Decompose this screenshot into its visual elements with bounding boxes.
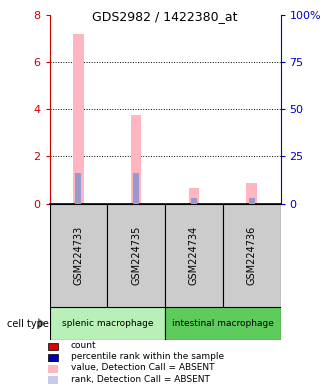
Text: cell type: cell type <box>7 318 49 329</box>
Bar <box>133 173 139 204</box>
Bar <box>50 307 165 340</box>
Text: rank, Detection Call = ABSENT: rank, Detection Call = ABSENT <box>71 374 210 384</box>
Bar <box>247 183 257 204</box>
Bar <box>191 199 197 204</box>
Text: GSM224734: GSM224734 <box>189 226 199 285</box>
Text: GDS2982 / 1422380_at: GDS2982 / 1422380_at <box>92 10 238 23</box>
Bar <box>165 307 280 340</box>
Text: GSM224733: GSM224733 <box>73 226 83 285</box>
Bar <box>131 115 141 204</box>
Bar <box>165 204 223 307</box>
Text: intestinal macrophage: intestinal macrophage <box>172 319 274 328</box>
Text: GSM224735: GSM224735 <box>131 226 141 285</box>
Bar <box>223 204 280 307</box>
Bar <box>76 173 81 204</box>
Text: percentile rank within the sample: percentile rank within the sample <box>71 352 224 361</box>
Polygon shape <box>38 318 46 329</box>
Bar <box>73 34 83 204</box>
Bar <box>48 343 58 350</box>
Bar <box>48 354 58 362</box>
Text: GSM224736: GSM224736 <box>247 226 257 285</box>
Bar <box>48 365 58 372</box>
Bar <box>48 376 58 384</box>
Text: splenic macrophage: splenic macrophage <box>61 319 153 328</box>
Text: count: count <box>71 341 97 350</box>
Bar <box>249 199 254 204</box>
Bar <box>189 187 199 204</box>
Text: value, Detection Call = ABSENT: value, Detection Call = ABSENT <box>71 363 214 372</box>
Bar <box>107 204 165 307</box>
Bar <box>50 204 107 307</box>
